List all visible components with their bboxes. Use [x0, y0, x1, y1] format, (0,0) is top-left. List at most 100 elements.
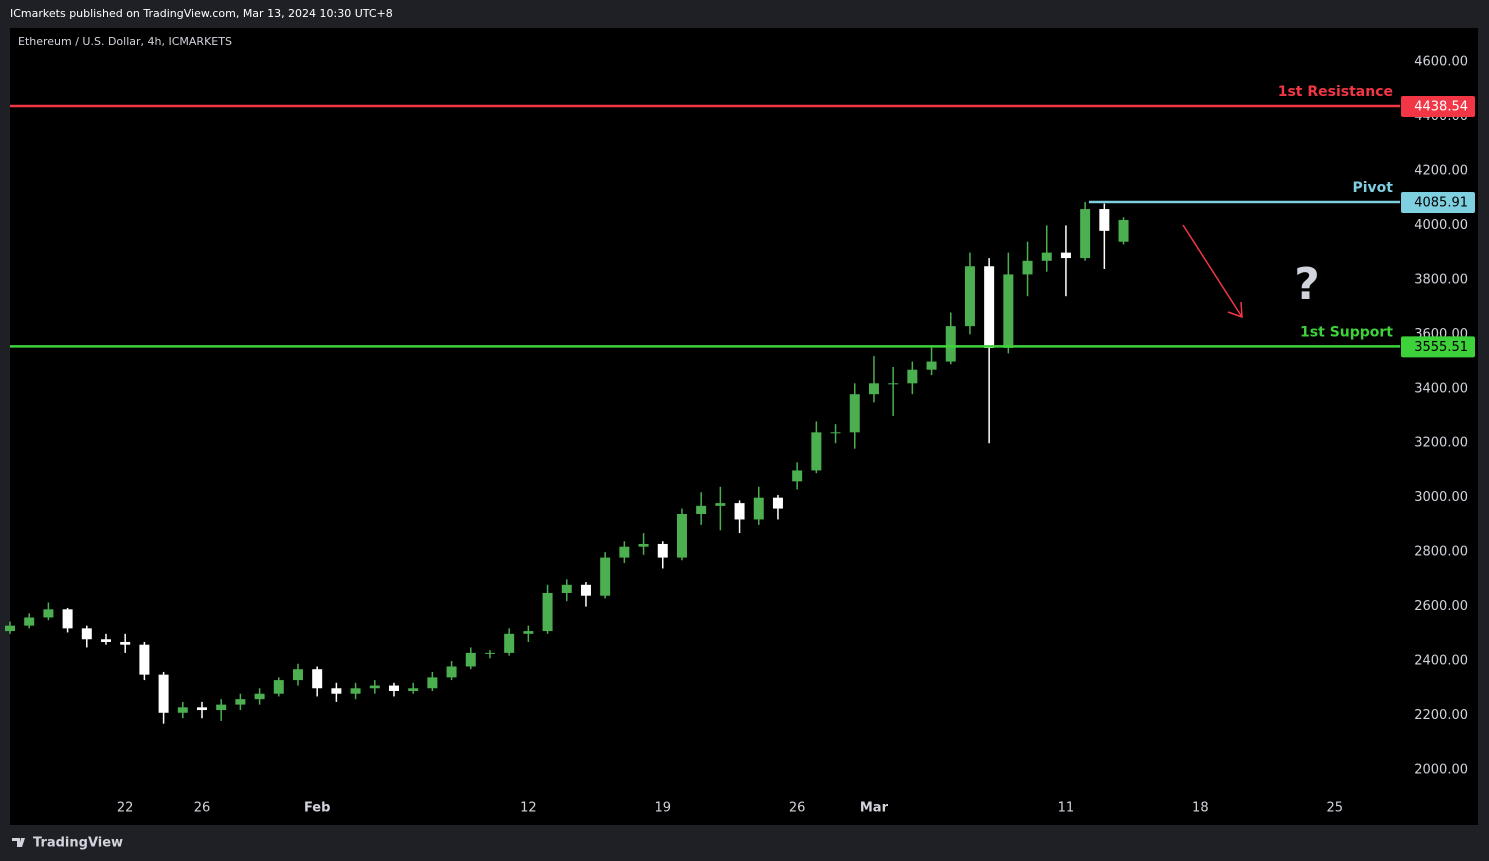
plot-area — [10, 28, 1478, 825]
candle-body — [235, 699, 246, 705]
candle-body — [830, 432, 841, 434]
candle-body — [350, 688, 361, 694]
candle-body — [177, 707, 188, 713]
candle-body — [676, 514, 687, 558]
x-tick-label: 25 — [1326, 801, 1343, 816]
candle-body — [216, 704, 227, 711]
candle-body — [388, 685, 399, 691]
candle-body — [273, 680, 284, 694]
x-tick-label: 18 — [1192, 801, 1209, 816]
candle-body — [158, 674, 169, 713]
candle-body — [408, 688, 419, 691]
level-price-box — [1401, 95, 1475, 117]
level-price-box — [1401, 336, 1475, 358]
y-tick-label: 4000.00 — [1414, 218, 1468, 233]
candle-body — [1022, 260, 1033, 275]
arrow — [1182, 224, 1243, 319]
y-tick-label: 2600.00 — [1414, 599, 1468, 614]
candle-body — [196, 707, 207, 711]
candle-body — [312, 669, 323, 689]
candle-body — [5, 625, 15, 632]
y-tick-label: 4200.00 — [1414, 163, 1468, 178]
level-price-box — [1401, 192, 1475, 214]
candle-body — [62, 609, 73, 629]
annotation: ? — [1294, 259, 1320, 310]
level-name: 1st Support — [1300, 324, 1393, 340]
x-tick-label: 12 — [520, 801, 537, 816]
candle-body — [600, 557, 611, 596]
candle-body — [696, 505, 707, 515]
brand-logo: TradingView — [12, 836, 123, 851]
candle-body — [849, 394, 860, 433]
candle-body — [1060, 252, 1071, 259]
candle-body — [638, 543, 649, 547]
candle-body — [292, 669, 303, 681]
x-tick-label: 19 — [654, 801, 671, 816]
x-tick-label: 26 — [194, 801, 211, 816]
x-tick-label: Feb — [304, 801, 330, 816]
x-tick-label: 11 — [1058, 801, 1075, 816]
candle-body — [868, 383, 879, 395]
candle-body — [24, 617, 35, 626]
x-tick-label: 26 — [789, 801, 806, 816]
y-tick-label: 3200.00 — [1414, 436, 1468, 451]
x-tick-label: 22 — [117, 801, 134, 816]
candle-body — [619, 546, 630, 558]
candle-body — [254, 693, 265, 700]
candle-body — [561, 584, 572, 593]
candle-body — [446, 666, 457, 678]
level-name: Pivot — [1353, 180, 1394, 196]
y-tick-label: 3800.00 — [1414, 272, 1468, 287]
candle-body — [504, 633, 515, 653]
candle-body — [427, 677, 438, 689]
candle-body — [1118, 219, 1129, 242]
y-tick-label: 3400.00 — [1414, 381, 1468, 396]
candle-body — [964, 266, 975, 327]
candle-body — [984, 266, 995, 348]
level-price: 4438.54 — [1414, 99, 1468, 114]
symbol-title: Ethereum / U.S. Dollar, 4h, ICMARKETS — [18, 35, 232, 48]
level-price: 3555.51 — [1414, 340, 1468, 355]
candles — [5, 201, 1129, 724]
candle-body — [945, 326, 956, 362]
y-tick-label: 2800.00 — [1414, 545, 1468, 560]
candle-body — [139, 644, 150, 675]
candle-body — [120, 641, 131, 645]
candle-body — [100, 639, 111, 642]
level-price: 4085.91 — [1414, 196, 1468, 211]
candle-body — [523, 631, 534, 634]
y-tick-label: 2000.00 — [1414, 762, 1468, 777]
candle-body — [772, 497, 783, 509]
y-tick-label: 2200.00 — [1414, 708, 1468, 723]
level-name: 1st Resistance — [1278, 84, 1393, 100]
candle-body — [465, 652, 476, 667]
candle-body — [1099, 209, 1110, 231]
candle-body — [734, 503, 745, 520]
brand: TradingView — [33, 836, 123, 851]
candle-body — [657, 543, 668, 558]
candle-body — [811, 432, 822, 471]
x-tick-label: Mar — [860, 801, 889, 816]
candle-body — [369, 685, 380, 689]
publisher: ICmarkets published on TradingView.com, … — [10, 7, 393, 20]
candle-body — [753, 497, 764, 520]
candle-body — [715, 503, 726, 506]
candle-body — [1041, 252, 1052, 261]
candle-body — [792, 470, 803, 482]
candle-body — [888, 383, 899, 385]
candle-body — [484, 652, 495, 654]
candle-body — [1080, 209, 1091, 259]
candle-body — [542, 592, 553, 632]
candle-body — [1003, 274, 1014, 348]
candle-body — [81, 628, 92, 640]
y-tick-label: 4600.00 — [1414, 55, 1468, 70]
candle-body — [926, 361, 937, 370]
candle-body — [907, 369, 918, 384]
candle-body — [43, 609, 54, 618]
candle-body — [580, 584, 591, 596]
y-tick-label: 2400.00 — [1414, 654, 1468, 669]
y-tick-label: 3000.00 — [1414, 490, 1468, 505]
candle-body — [331, 688, 342, 694]
